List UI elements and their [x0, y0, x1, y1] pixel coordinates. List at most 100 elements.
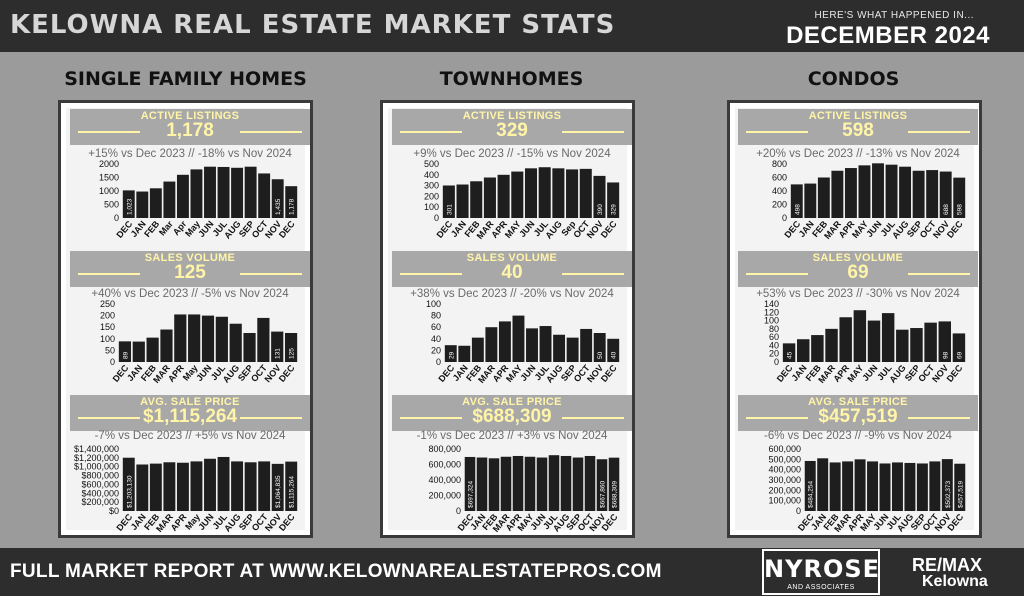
- y-tick-label: $800,000: [81, 471, 119, 481]
- bar: [817, 458, 829, 511]
- bar: [497, 174, 510, 218]
- y-tick-label: 400,000: [428, 475, 461, 485]
- metric-change: +15% vs Dec 2023 // -18% vs Nov 2024: [88, 148, 292, 160]
- bar-value-label: 598: [957, 204, 964, 215]
- bar: [132, 341, 145, 362]
- nyrose-logo: NYROSE AND ASSOCIATES: [762, 549, 880, 595]
- y-tick-label: $1,000,000: [74, 462, 119, 472]
- bar: [842, 461, 854, 511]
- bar: [912, 170, 925, 218]
- bar-value-label: $1,203,130: [126, 475, 133, 508]
- bar: [579, 168, 592, 218]
- column-title-single-family: SINGLE FAMILY HOMES: [64, 68, 307, 90]
- y-tick-label: 200: [772, 200, 787, 210]
- banner-rule-right: [562, 417, 624, 419]
- y-tick-label: 0: [434, 213, 439, 223]
- bar: [285, 186, 298, 218]
- bar: [122, 190, 135, 218]
- bar: [258, 461, 271, 511]
- bar: [231, 167, 244, 218]
- bar: [271, 463, 284, 511]
- y-tick-label: 200: [100, 311, 115, 321]
- bar: [580, 328, 593, 362]
- y-tick-label: 1000: [99, 186, 119, 196]
- bar: [204, 166, 216, 218]
- bar: [174, 314, 187, 362]
- metric-label: SALES VOLUME: [812, 252, 904, 264]
- bar-value-label: $484,254: [808, 481, 815, 508]
- brokerage-logo-line1: RE/MAX: [912, 555, 983, 575]
- y-tick-label: 40: [769, 340, 779, 350]
- bar: [285, 461, 298, 511]
- bar: [804, 460, 816, 511]
- bar: [596, 459, 608, 511]
- y-tick-label: 0: [456, 506, 461, 516]
- bar: [136, 464, 149, 511]
- y-tick-label: 100: [100, 334, 115, 344]
- x-tick-label: DEC: [945, 218, 965, 239]
- metric-change: +53% vs Dec 2023 // -30% vs Nov 2024: [756, 288, 960, 300]
- bar: [553, 334, 566, 362]
- bar: [524, 168, 538, 218]
- bar: [500, 456, 512, 511]
- x-tick-label: DEC: [277, 362, 297, 383]
- sales-volume-banner: SALES VOLUME 125: [70, 251, 310, 287]
- report-link-text[interactable]: FULL MARKET REPORT AT WWW.KELOWNAREALEST…: [10, 561, 662, 582]
- header-bar: KELOWNA REAL ESTATE MARKET STATS HERE'S …: [0, 0, 1024, 52]
- y-tick-label: $1,200,000: [74, 453, 119, 463]
- y-tick-label: 600: [772, 173, 787, 183]
- y-tick-label: 400: [772, 186, 787, 196]
- bar: [916, 463, 928, 511]
- y-tick-label: 1500: [99, 173, 119, 183]
- bar: [498, 321, 511, 362]
- bar: [258, 173, 271, 218]
- bar: [122, 457, 135, 511]
- sales-volume-chart: 02040608010012014045DECJANFEBMARAPRMAYJU…: [764, 299, 966, 385]
- banner-rule-left: [78, 131, 140, 133]
- bar-value-label: 69: [956, 351, 963, 359]
- metric-value: 598: [842, 120, 874, 141]
- metric-label: AVG. SALE PRICE: [140, 396, 240, 408]
- bar: [229, 323, 242, 362]
- bar-value-label: 1,435: [275, 198, 282, 215]
- footer-bar: FULL MARKET REPORT AT WWW.KELOWNAREALEST…: [0, 548, 1024, 596]
- bar: [804, 183, 817, 218]
- banner-rule-right: [240, 131, 302, 133]
- bar-value-label: 29: [448, 351, 455, 359]
- bar: [271, 331, 284, 362]
- bar: [539, 326, 552, 362]
- active-listings-banner: ACTIVE LISTINGS 329: [392, 109, 632, 145]
- bar: [566, 169, 579, 218]
- avg-sale-price-banner: AVG. SALE PRICE $688,309: [392, 395, 632, 431]
- logo-name: NYROSE: [764, 555, 881, 583]
- y-tick-label: 20: [431, 345, 441, 355]
- y-tick-label: 500,000: [768, 454, 801, 464]
- x-tick-label: DEC: [277, 218, 297, 239]
- metric-value: 1,178: [166, 120, 214, 141]
- bar: [149, 188, 162, 218]
- y-tick-label: 100,000: [768, 496, 801, 506]
- y-tick-label: 400: [424, 170, 439, 180]
- x-tick-label: DEC: [599, 218, 619, 239]
- logo-subtitle: AND ASSOCIATES: [787, 584, 855, 591]
- bar: [511, 171, 524, 218]
- metric-change: -1% vs Dec 2023 // +3% vs Nov 2024: [416, 430, 608, 442]
- bar: [817, 177, 830, 218]
- y-tick-label: 300,000: [768, 475, 801, 485]
- y-tick-label: 2000: [99, 159, 119, 169]
- brokerage-logo-line2: Kelowna: [922, 573, 988, 590]
- bar: [790, 184, 803, 218]
- metric-value: 40: [501, 262, 523, 283]
- banner-rule-right: [240, 417, 302, 419]
- bar-value-label: $697,324: [468, 481, 475, 508]
- column-title-condos: CONDOS: [807, 68, 900, 90]
- bar-value-label: 301: [446, 204, 453, 215]
- banner-rule-left: [400, 131, 462, 133]
- avg-sale-price-banner: AVG. SALE PRICE $457,519: [738, 395, 978, 431]
- bar: [952, 333, 966, 362]
- bar: [215, 316, 228, 362]
- bar: [485, 327, 498, 362]
- bar: [231, 461, 244, 511]
- metric-label: ACTIVE LISTINGS: [462, 110, 562, 122]
- y-tick-label: 60: [769, 332, 779, 342]
